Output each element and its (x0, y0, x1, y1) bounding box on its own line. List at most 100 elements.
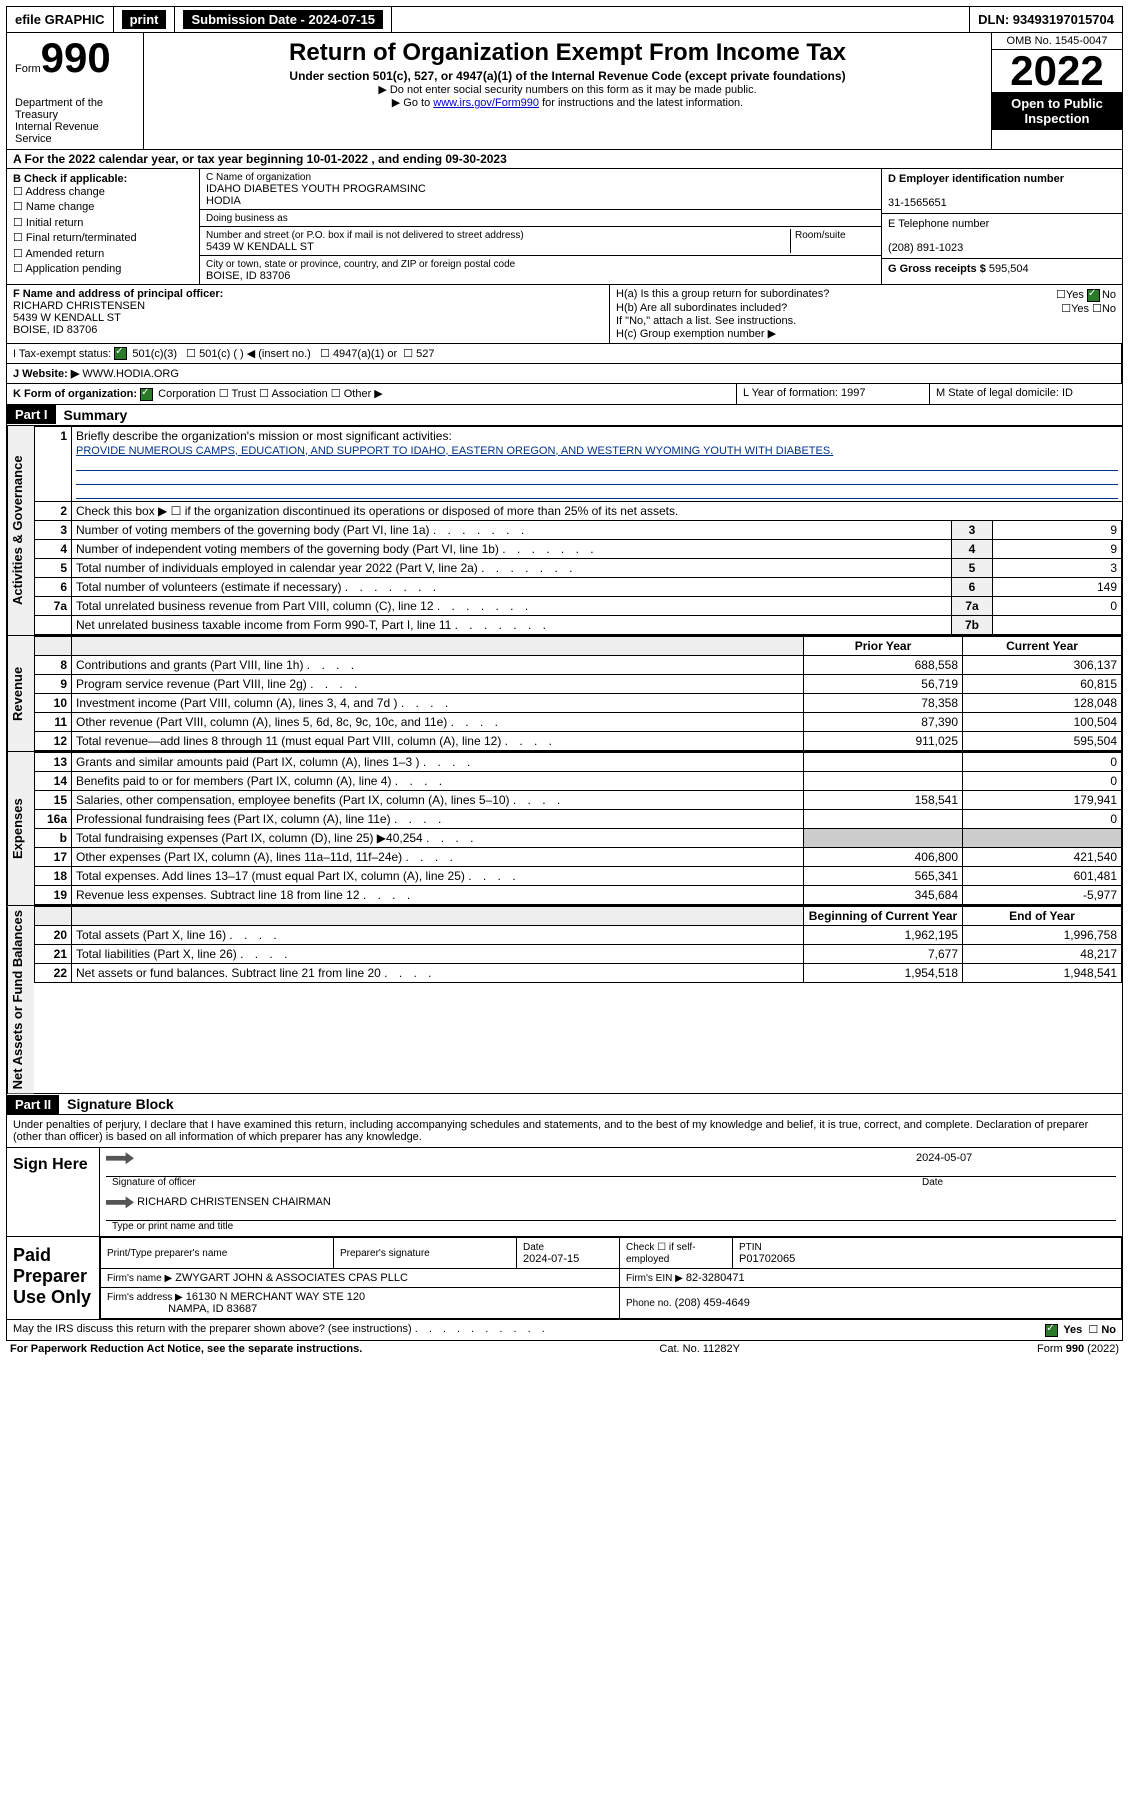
ck-name-change[interactable]: ☐ Name change (13, 200, 193, 215)
footer-right: Form 990 (2022) (1037, 1343, 1119, 1355)
cell-prior-year (804, 771, 963, 790)
row-i: I Tax-exempt status: 501(c)(3) ☐ 501(c) … (6, 344, 1123, 365)
line-desc: Other expenses (Part IX, column (A), lin… (72, 847, 804, 866)
k-label: K Form of organization: (13, 388, 137, 400)
ck-501c3[interactable] (114, 347, 127, 360)
cell-prior-year: 87,390 (804, 712, 963, 731)
footer-mid: Cat. No. 11282Y (659, 1343, 740, 1355)
arrow-icon (106, 1196, 134, 1208)
ck-amended[interactable]: ☐ Amended return (13, 247, 193, 262)
row-j: J Website: ▶ WWW.HODIA.ORG (6, 364, 1123, 384)
cell-prior-year: 688,558 (804, 655, 963, 674)
line-ans-num: 4 (952, 539, 993, 558)
ck-corporation[interactable] (140, 388, 153, 401)
paid-prep-label: Paid Preparer Use Only (7, 1237, 100, 1319)
line-ans-val: 0 (993, 596, 1122, 615)
firm-ein-label: Firm's EIN ▶ (626, 1273, 683, 1284)
cell-prior-year (804, 752, 963, 771)
line-desc: Program service revenue (Part VIII, line… (72, 674, 804, 693)
box-f: F Name and address of principal officer:… (7, 285, 610, 343)
city-value: BOISE, ID 83706 (206, 270, 290, 282)
firm-ein-value: 82-3280471 (686, 1272, 745, 1284)
row-a-tax-year: A For the 2022 calendar year, or tax yea… (6, 150, 1123, 169)
spacer (392, 7, 970, 32)
box-deg: D Employer identification number 31-1565… (881, 169, 1122, 284)
irs-label: Internal Revenue Service (15, 121, 135, 145)
officer-printed-name: RICHARD CHRISTENSEN CHAIRMAN (137, 1196, 331, 1208)
submission-date: Submission Date - 2024-07-15 (175, 7, 392, 32)
officer-label: F Name and address of principal officer: (13, 288, 223, 300)
cell-prior-year: 1,954,518 (804, 963, 963, 982)
line-desc: Total unrelated business revenue from Pa… (72, 596, 952, 615)
form-number: 990 (41, 34, 111, 81)
website-row: J Website: ▶ WWW.HODIA.ORG (7, 364, 1122, 383)
tax-year: 2022 (992, 50, 1122, 92)
cell-current-year: 1,948,541 (963, 963, 1122, 982)
cell-prior-year: 345,684 (804, 885, 963, 904)
form-label: Form (15, 63, 41, 75)
paid-preparer-row: Paid Preparer Use Only Print/Type prepar… (7, 1236, 1122, 1319)
cell-prior-year: 565,341 (804, 866, 963, 885)
cell-prior-year: 911,025 (804, 731, 963, 750)
instr-1: ▶ Do not enter social security numbers o… (152, 83, 983, 96)
box-b: B Check if applicable: ☐ Address change … (7, 169, 200, 284)
ha-label: H(a) Is this a group return for subordin… (616, 288, 829, 302)
line-num: 4 (35, 539, 72, 558)
discuss-yes-checked[interactable] (1045, 1324, 1058, 1337)
line-ans-val (993, 615, 1122, 634)
ha-no-checked[interactable] (1087, 289, 1100, 302)
firm-addr-label: Firm's address ▶ (107, 1292, 183, 1303)
cell-current-year: 100,504 (963, 712, 1122, 731)
part-2-label: Part II (7, 1095, 59, 1114)
addr-row: Number and street (or P.O. box if mail i… (200, 227, 881, 256)
section-expenses: Expenses 13 Grants and similar amounts p… (6, 752, 1123, 906)
section-revenue: Revenue Prior Year Current Year 8 Contri… (6, 636, 1123, 752)
cell-prior-year: 78,358 (804, 693, 963, 712)
box-l: L Year of formation: 1997 (737, 384, 930, 404)
cell-shaded (804, 828, 963, 847)
cell-current-year: 60,815 (963, 674, 1122, 693)
footer-left: For Paperwork Reduction Act Notice, see … (10, 1343, 362, 1355)
line-num: 11 (35, 712, 72, 731)
addr-value: 5439 W KENDALL ST (206, 241, 314, 253)
room-label: Room/suite (795, 230, 846, 241)
line-num: 18 (35, 866, 72, 885)
gross-label: G Gross receipts $ (888, 263, 986, 275)
line-num: b (35, 828, 72, 847)
prep-date-label: Date (523, 1242, 544, 1253)
box-g: G Gross receipts $ 595,504 (882, 259, 1122, 279)
dba-row: Doing business as (200, 210, 881, 227)
line-ans-num: 3 (952, 520, 993, 539)
type-name-label: Type or print name and title (106, 1221, 239, 1232)
sign-here-row: Sign Here Signature of officer 2024-05-0… (7, 1147, 1122, 1236)
firm-addr-value: 16130 N MERCHANT WAY STE 120 (186, 1291, 365, 1303)
hdr-prior-year: Prior Year (804, 636, 963, 655)
line-ans-val: 9 (993, 539, 1122, 558)
sig-date-value: 2024-05-07 (916, 1152, 972, 1164)
line-num: 10 (35, 693, 72, 712)
line-1-desc: Briefly describe the organization's miss… (72, 426, 1122, 501)
ck-final-return[interactable]: ☐ Final return/terminated (13, 231, 193, 246)
form-subtitle: Under section 501(c), 527, or 4947(a)(1)… (152, 69, 983, 83)
dba-label: Doing business as (206, 213, 288, 224)
year-box: OMB No. 1545-0047 2022 Open to Public In… (991, 33, 1122, 149)
box-k: K Form of organization: Corporation ☐ Tr… (7, 384, 737, 404)
section-bcde: B Check if applicable: ☐ Address change … (6, 169, 1123, 285)
irs-link[interactable]: www.irs.gov/Form990 (433, 97, 539, 109)
print-button[interactable]: print (114, 7, 176, 32)
line-num: 14 (35, 771, 72, 790)
title-box: Return of Organization Exempt From Incom… (144, 33, 991, 149)
line-desc: Other revenue (Part VIII, column (A), li… (72, 712, 804, 731)
line-num: 21 (35, 944, 72, 963)
ck-initial-return[interactable]: ☐ Initial return (13, 216, 193, 231)
section-governance: Activities & Governance 1 Briefly descri… (6, 426, 1123, 636)
ck-address-change[interactable]: ☐ Address change (13, 185, 193, 200)
line-desc: Number of independent voting members of … (72, 539, 952, 558)
form-header: Form990 Department of the Treasury Inter… (6, 33, 1123, 150)
line-2-desc: Check this box ▶ ☐ if the organization d… (72, 501, 1122, 520)
ck-app-pending[interactable]: ☐ Application pending (13, 262, 193, 277)
section-fh: F Name and address of principal officer:… (6, 285, 1123, 344)
cell-shaded (963, 828, 1122, 847)
arrow-icon (106, 1152, 134, 1164)
line-desc: Total expenses. Add lines 13–17 (must eq… (72, 866, 804, 885)
